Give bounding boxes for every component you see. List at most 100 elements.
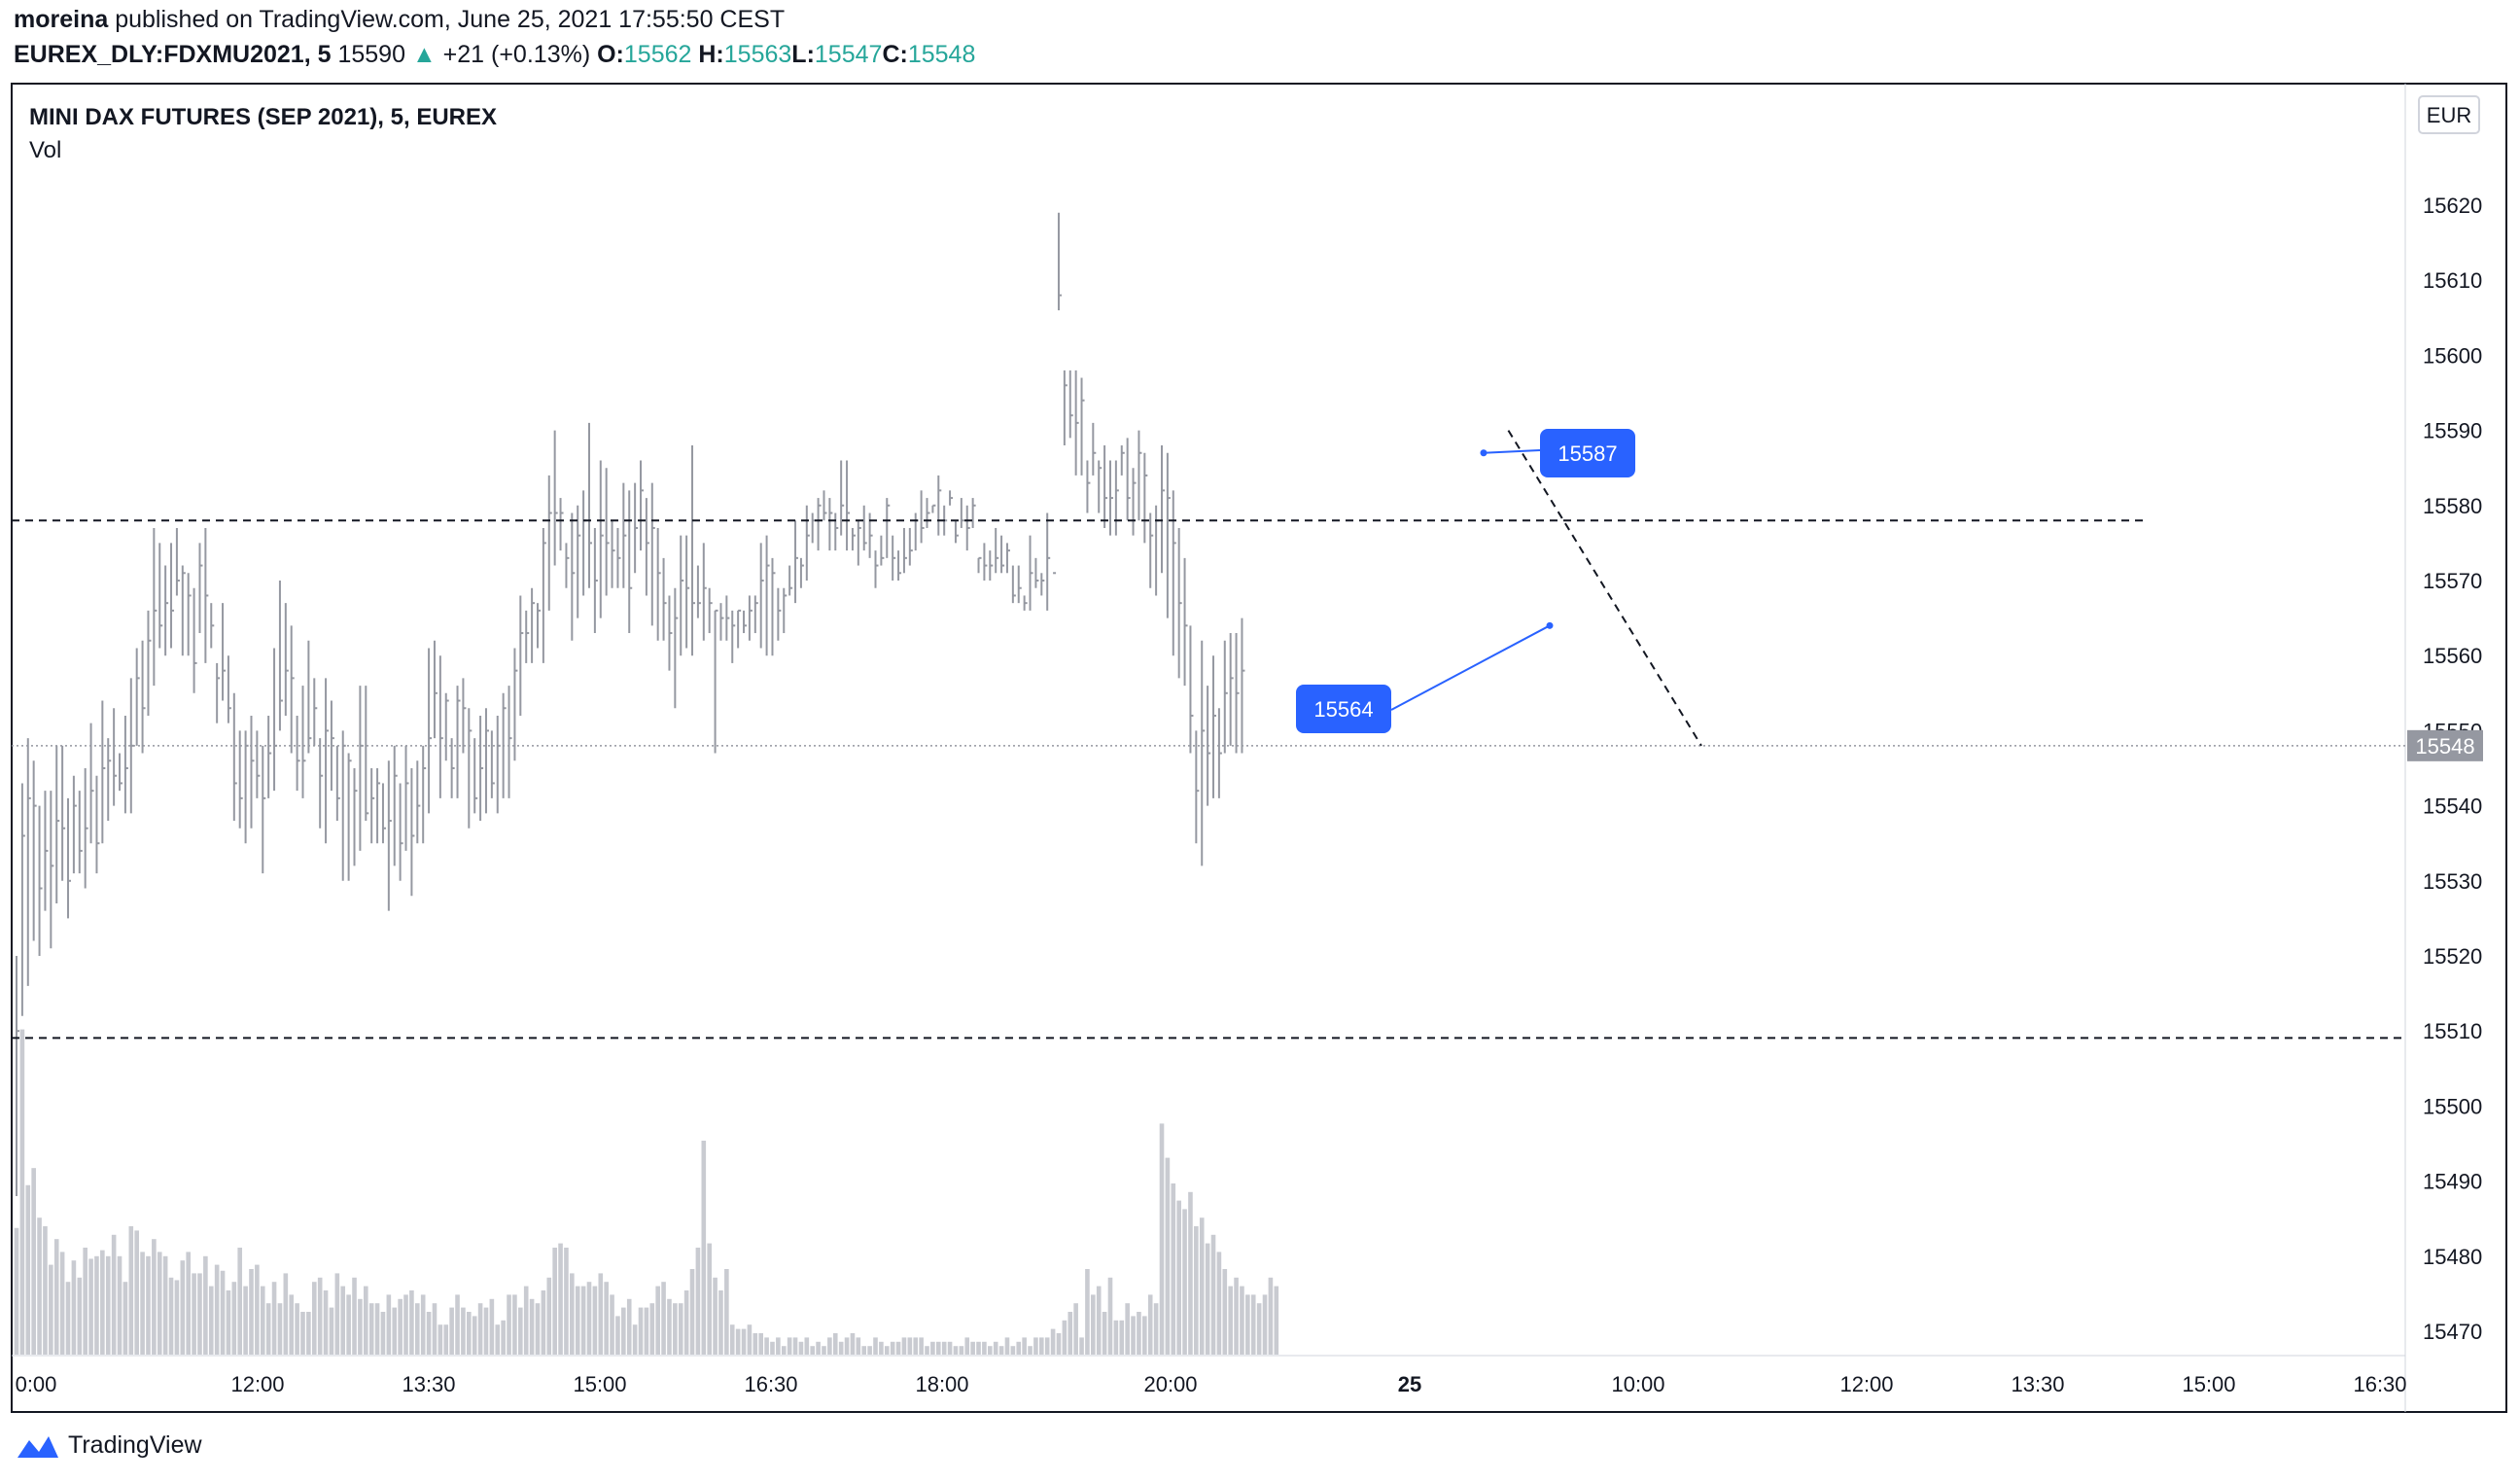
- volume-bar: [49, 1264, 53, 1355]
- volume-bar: [403, 1294, 408, 1355]
- tradingview-brand[interactable]: TradingView: [16, 1431, 202, 1460]
- volume-bar: [798, 1341, 804, 1355]
- price-label-box[interactable]: [1296, 685, 1391, 733]
- volume-bar: [661, 1282, 666, 1355]
- volume-bar: [655, 1286, 660, 1355]
- volume-bar: [678, 1303, 683, 1355]
- volume-bar: [707, 1243, 712, 1355]
- volume-bar: [255, 1264, 260, 1355]
- last-price-label: 15548: [2415, 734, 2474, 759]
- volume-bar: [1113, 1320, 1119, 1355]
- high-value: 15563: [723, 41, 792, 68]
- volume-bar: [982, 1341, 987, 1355]
- volume-bar: [580, 1286, 586, 1355]
- volume-bar: [317, 1277, 323, 1355]
- author-name[interactable]: moreina: [14, 6, 109, 33]
- volume-bar: [1147, 1294, 1153, 1355]
- volume-bar: [1222, 1269, 1228, 1355]
- volume-bar: [724, 1269, 729, 1355]
- volume-bar: [420, 1294, 426, 1355]
- high-label: H:: [698, 41, 724, 68]
- volume-bar: [449, 1307, 454, 1355]
- volume-bar: [111, 1234, 117, 1355]
- volume-bar: [501, 1320, 506, 1355]
- volume-bar: [461, 1307, 466, 1355]
- volume-bar: [477, 1303, 483, 1355]
- volume-bar: [575, 1286, 580, 1355]
- volume-bar: [930, 1341, 935, 1355]
- y-tick-label: 15560: [2423, 644, 2482, 668]
- volume-bar: [380, 1312, 386, 1355]
- price-label-anchor: [1546, 621, 1554, 629]
- y-tick-label: 15490: [2423, 1170, 2482, 1194]
- volume-bar: [988, 1346, 993, 1355]
- change-up-icon: ▲: [411, 41, 437, 68]
- price-label-connector: [1483, 449, 1541, 454]
- volume-bar: [1205, 1243, 1210, 1355]
- volume-bar: [873, 1337, 878, 1355]
- symbol-legend: EUREX_DLY:FDXMU2021, 5 15590 ▲ +21 (+0.1…: [14, 41, 975, 69]
- x-tick-label: 20:00: [1143, 1372, 1197, 1396]
- volume-bar: [43, 1226, 48, 1355]
- volume-bar: [735, 1328, 741, 1355]
- volume-bar: [925, 1346, 929, 1355]
- close-value: 15548: [907, 41, 976, 68]
- chart-frame: [11, 83, 2507, 1413]
- volume-bar: [1274, 1286, 1279, 1355]
- volume-bar: [546, 1277, 552, 1355]
- x-tick-label: 18:00: [915, 1372, 968, 1396]
- volume-bar: [1107, 1277, 1113, 1355]
- close-label: C:: [882, 41, 908, 68]
- volume-bar: [340, 1286, 346, 1355]
- volume-bar: [398, 1298, 402, 1355]
- volume-bar: [237, 1248, 243, 1355]
- trend-line[interactable]: [1507, 430, 1702, 747]
- volume-bar: [117, 1255, 122, 1355]
- volume-bar: [701, 1141, 707, 1355]
- y-tick-label: 15600: [2423, 343, 2482, 368]
- last-value: 15590: [337, 41, 405, 68]
- volume-bar: [59, 1252, 65, 1355]
- volume-bar: [890, 1341, 895, 1355]
- x-tick-label: 12:00: [1839, 1372, 1893, 1396]
- volume-bar: [283, 1273, 289, 1355]
- volume-bar: [432, 1303, 438, 1355]
- volume-bar: [14, 1227, 19, 1355]
- currency-box[interactable]: EUR: [2418, 95, 2480, 134]
- volume-bar: [1073, 1303, 1078, 1355]
- volume-bar: [1234, 1277, 1239, 1355]
- volume-bar: [1016, 1341, 1022, 1355]
- volume-bar: [128, 1226, 134, 1355]
- volume-bar: [295, 1303, 299, 1355]
- volume-bar: [604, 1282, 609, 1355]
- volume-bar: [838, 1341, 844, 1355]
- volume-bar: [489, 1298, 495, 1355]
- volume-bar: [523, 1286, 529, 1355]
- volume-bar: [265, 1303, 271, 1355]
- volume-bar: [53, 1239, 59, 1355]
- y-tick-label: 15530: [2423, 869, 2482, 894]
- volume-bar: [83, 1248, 88, 1355]
- volume-bar: [610, 1294, 614, 1355]
- volume-bar: [1096, 1286, 1102, 1355]
- volume-bar: [564, 1248, 569, 1355]
- volume-bar: [180, 1260, 186, 1355]
- y-tick-label: 15580: [2423, 494, 2482, 518]
- volume-bar: [105, 1255, 111, 1355]
- x-tick-label: 15:00: [573, 1372, 626, 1396]
- volume-bar: [1165, 1157, 1171, 1355]
- volume-bar: [1240, 1286, 1244, 1355]
- volume-bar: [1039, 1337, 1044, 1355]
- volume-bar: [718, 1290, 723, 1355]
- volume-bar: [1119, 1320, 1125, 1355]
- volume-bar: [231, 1282, 237, 1355]
- price-label-box[interactable]: [1540, 429, 1635, 477]
- volume-bar: [260, 1286, 265, 1355]
- open-value: 15562: [623, 41, 692, 68]
- open-label: O:: [597, 41, 624, 68]
- volume-bar: [1188, 1191, 1193, 1355]
- y-tick-label: 15590: [2423, 419, 2482, 443]
- volume-bar: [1228, 1286, 1233, 1355]
- x-tick-label: 13:30: [402, 1372, 455, 1396]
